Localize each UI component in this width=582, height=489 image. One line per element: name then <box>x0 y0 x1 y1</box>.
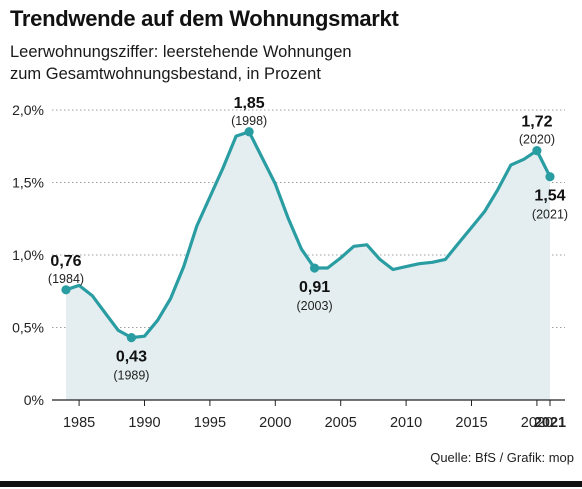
data-labels: 0,76 (1984) 0,43 (1989) 1,85 (1998) 0,91 (2003)… <box>48 95 568 383</box>
data-point-marker <box>244 127 254 137</box>
data-value-label: 1,85 <box>234 95 265 112</box>
markers <box>61 127 555 343</box>
x-tick-label: 2020 <box>521 415 553 431</box>
x-tick-label: 2015 <box>455 415 487 431</box>
y-tick-label: 0,5% <box>12 320 44 336</box>
data-point-marker <box>545 172 555 182</box>
x-tick-label: 2021 <box>534 415 566 431</box>
area-fill-layer <box>66 131 550 401</box>
series-line-layer <box>64 130 552 340</box>
data-point-marker <box>126 333 137 343</box>
x-tick-label: 1995 <box>194 415 226 431</box>
chart-subtitle: Leerwohnungsziffer: leerstehende Wohnung… <box>10 41 550 85</box>
x-tick-label: 1985 <box>63 415 95 431</box>
x-tick-label: 1990 <box>128 415 160 431</box>
y-tick-label: 1,5% <box>12 175 44 191</box>
data-value-label: 0,91 <box>299 279 330 296</box>
subtitle-line-2: zum Gesamtwohnungsbestand, in Prozent <box>10 65 321 83</box>
source-note: Quelle: BfS / Grafik: mop <box>430 450 574 465</box>
data-year-label: (1989) <box>113 369 149 383</box>
data-point-marker <box>309 263 320 273</box>
y-tick-label: 2,0% <box>12 102 44 118</box>
data-value-label: 0,76 <box>50 253 81 270</box>
chart-title: Trendwende auf dem Wohnungsmarkt <box>10 6 399 31</box>
data-value-label: 1,54 <box>534 188 565 205</box>
bottom-rule <box>0 481 582 487</box>
data-value-label: 0,43 <box>116 349 147 366</box>
x-tick-label: 2010 <box>390 415 422 431</box>
axes: 0% 0,5% 1,0% 1,5% 2,0% 1985 1990 1995 2000 2005 20… <box>12 102 566 431</box>
x-tick-label: 2000 <box>259 415 291 431</box>
series-line <box>64 130 552 340</box>
x-tick-label: 2005 <box>325 415 357 431</box>
subtitle-line-1: Leerwohnungsziffer: leerstehende Wohnung… <box>10 43 352 61</box>
y-tick-label: 0% <box>24 392 44 408</box>
data-year-label: (1998) <box>231 114 267 128</box>
data-year-label: (2020) <box>519 133 555 147</box>
y-tick-label: 1,0% <box>12 247 44 263</box>
data-point-marker <box>532 146 542 156</box>
data-value-label: 1,72 <box>521 114 552 131</box>
series-area <box>66 131 550 401</box>
data-year-label: (2021) <box>532 208 568 222</box>
data-point-marker <box>61 285 71 295</box>
data-year-label: (1984) <box>48 272 84 286</box>
data-year-label: (2003) <box>296 299 332 313</box>
